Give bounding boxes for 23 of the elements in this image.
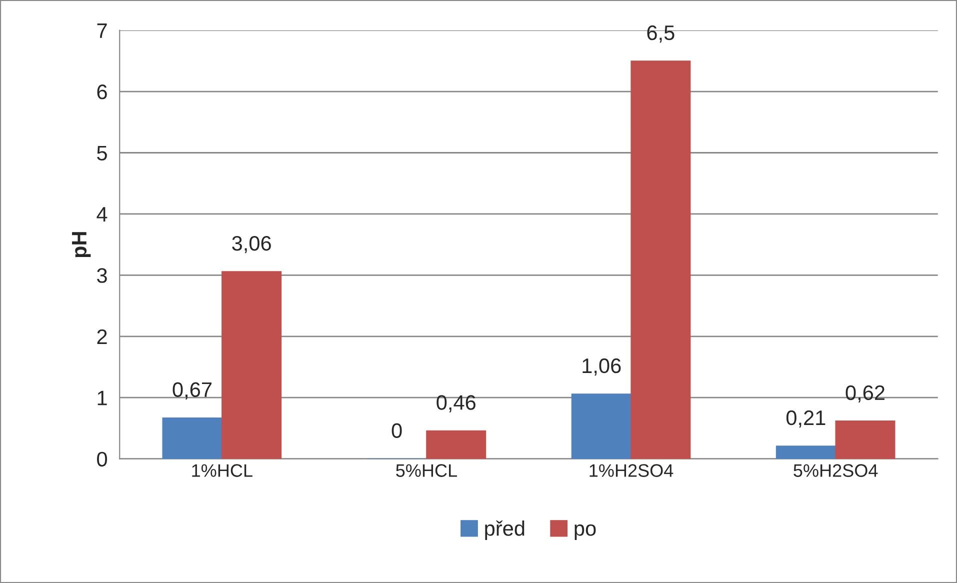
data-label: 3,06 xyxy=(232,236,271,254)
data-label: 6,5 xyxy=(647,25,674,43)
data-label: 0,62 xyxy=(846,385,884,403)
y-tick-label: 1 xyxy=(98,390,107,406)
x-tick-label: 5%HCL xyxy=(396,464,457,477)
y-tick-label: 3 xyxy=(97,268,107,283)
y-tick-label: 2 xyxy=(97,329,107,344)
x-tick-label: 1%HCL xyxy=(192,464,252,477)
legend-label: před xyxy=(485,520,524,540)
legend-label: po xyxy=(574,524,596,540)
data-label: 1,06 xyxy=(582,358,621,376)
data-label: 0,21 xyxy=(786,410,826,428)
x-tick-label: 5%H2SO4 xyxy=(794,464,878,477)
y-tick-label: 4 xyxy=(96,207,108,222)
x-tick-label: 1%H2SO4 xyxy=(590,464,674,477)
y-tick-label: 5 xyxy=(97,146,107,160)
data-label: 0,67 xyxy=(172,382,212,400)
y-tick-label: 6 xyxy=(97,84,107,100)
data-label: 0 xyxy=(392,423,402,438)
y-tick-label: 7 xyxy=(97,24,107,38)
y-tick-label: 0 xyxy=(97,452,108,467)
data-label: 0,46 xyxy=(436,395,476,412)
y-axis-title: pH xyxy=(72,232,91,258)
